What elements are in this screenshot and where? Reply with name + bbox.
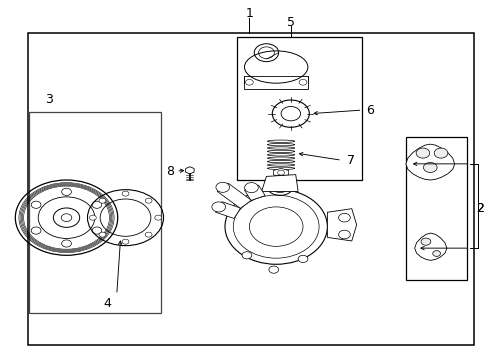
Circle shape — [277, 170, 284, 175]
Circle shape — [61, 240, 71, 247]
Text: 4: 4 — [103, 297, 111, 310]
Circle shape — [61, 214, 72, 221]
Bar — [27, 33, 473, 345]
Polygon shape — [217, 183, 251, 208]
Text: 2: 2 — [475, 202, 483, 215]
Polygon shape — [215, 202, 240, 219]
Circle shape — [432, 251, 440, 256]
Polygon shape — [273, 168, 288, 177]
Bar — [406, 137, 467, 280]
Circle shape — [155, 215, 161, 220]
Circle shape — [31, 201, 41, 208]
Polygon shape — [405, 144, 454, 180]
Circle shape — [145, 232, 152, 237]
Circle shape — [433, 148, 447, 158]
Circle shape — [61, 188, 71, 195]
Text: 3: 3 — [45, 94, 53, 107]
Circle shape — [216, 182, 229, 192]
Circle shape — [415, 148, 429, 158]
Circle shape — [242, 252, 251, 259]
Circle shape — [145, 198, 152, 203]
Polygon shape — [261, 175, 298, 192]
Circle shape — [31, 227, 41, 234]
Circle shape — [298, 255, 307, 262]
Circle shape — [99, 198, 105, 203]
Text: 6: 6 — [366, 104, 373, 117]
Circle shape — [99, 232, 105, 237]
Circle shape — [338, 213, 349, 222]
Bar — [244, 76, 307, 89]
Bar — [237, 37, 361, 180]
Text: 7: 7 — [346, 154, 354, 167]
Circle shape — [211, 202, 225, 212]
Bar — [29, 112, 160, 313]
Circle shape — [92, 201, 102, 208]
Text: 5: 5 — [286, 16, 294, 29]
Circle shape — [244, 183, 258, 193]
Polygon shape — [414, 233, 446, 260]
Circle shape — [338, 230, 349, 239]
Text: 1: 1 — [245, 7, 253, 20]
Circle shape — [89, 215, 96, 220]
Circle shape — [92, 227, 102, 234]
Circle shape — [122, 191, 129, 196]
Circle shape — [420, 238, 430, 245]
Circle shape — [122, 239, 129, 244]
Circle shape — [299, 80, 306, 85]
Polygon shape — [185, 167, 194, 174]
Polygon shape — [244, 185, 264, 201]
Circle shape — [268, 266, 278, 273]
Text: 8: 8 — [165, 165, 173, 177]
Polygon shape — [327, 209, 356, 241]
Text: 2: 2 — [475, 202, 483, 215]
Circle shape — [245, 80, 253, 85]
Circle shape — [423, 162, 436, 172]
